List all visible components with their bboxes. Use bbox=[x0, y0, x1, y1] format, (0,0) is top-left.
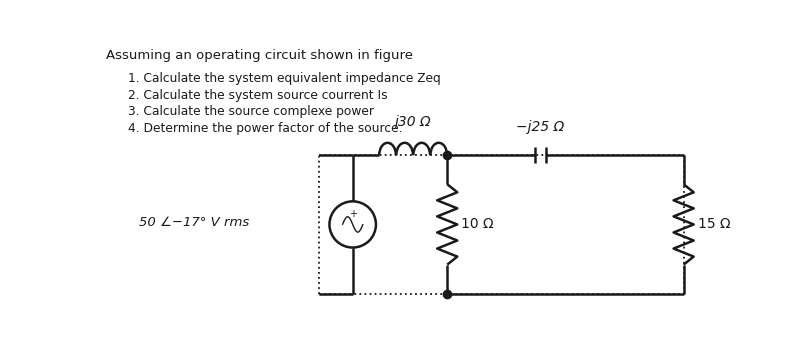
Text: 4. Determine the power factor of the source.: 4. Determine the power factor of the sou… bbox=[128, 122, 403, 135]
Text: Assuming an operating circuit shown in figure: Assuming an operating circuit shown in f… bbox=[106, 49, 413, 62]
Text: 15 Ω: 15 Ω bbox=[697, 218, 730, 231]
Text: 2. Calculate the system source courrent Is: 2. Calculate the system source courrent … bbox=[128, 89, 388, 101]
Text: 3. Calculate the source complexe power: 3. Calculate the source complexe power bbox=[128, 105, 374, 118]
Text: 1. Calculate the system equivalent impedance Zeq: 1. Calculate the system equivalent imped… bbox=[128, 72, 440, 85]
Text: 50 ∠−17° V rms: 50 ∠−17° V rms bbox=[139, 216, 249, 229]
Text: 10 Ω: 10 Ω bbox=[461, 218, 494, 231]
Text: j30 Ω: j30 Ω bbox=[395, 115, 432, 129]
Text: +: + bbox=[349, 209, 357, 219]
Text: −j25 Ω: −j25 Ω bbox=[516, 120, 564, 134]
